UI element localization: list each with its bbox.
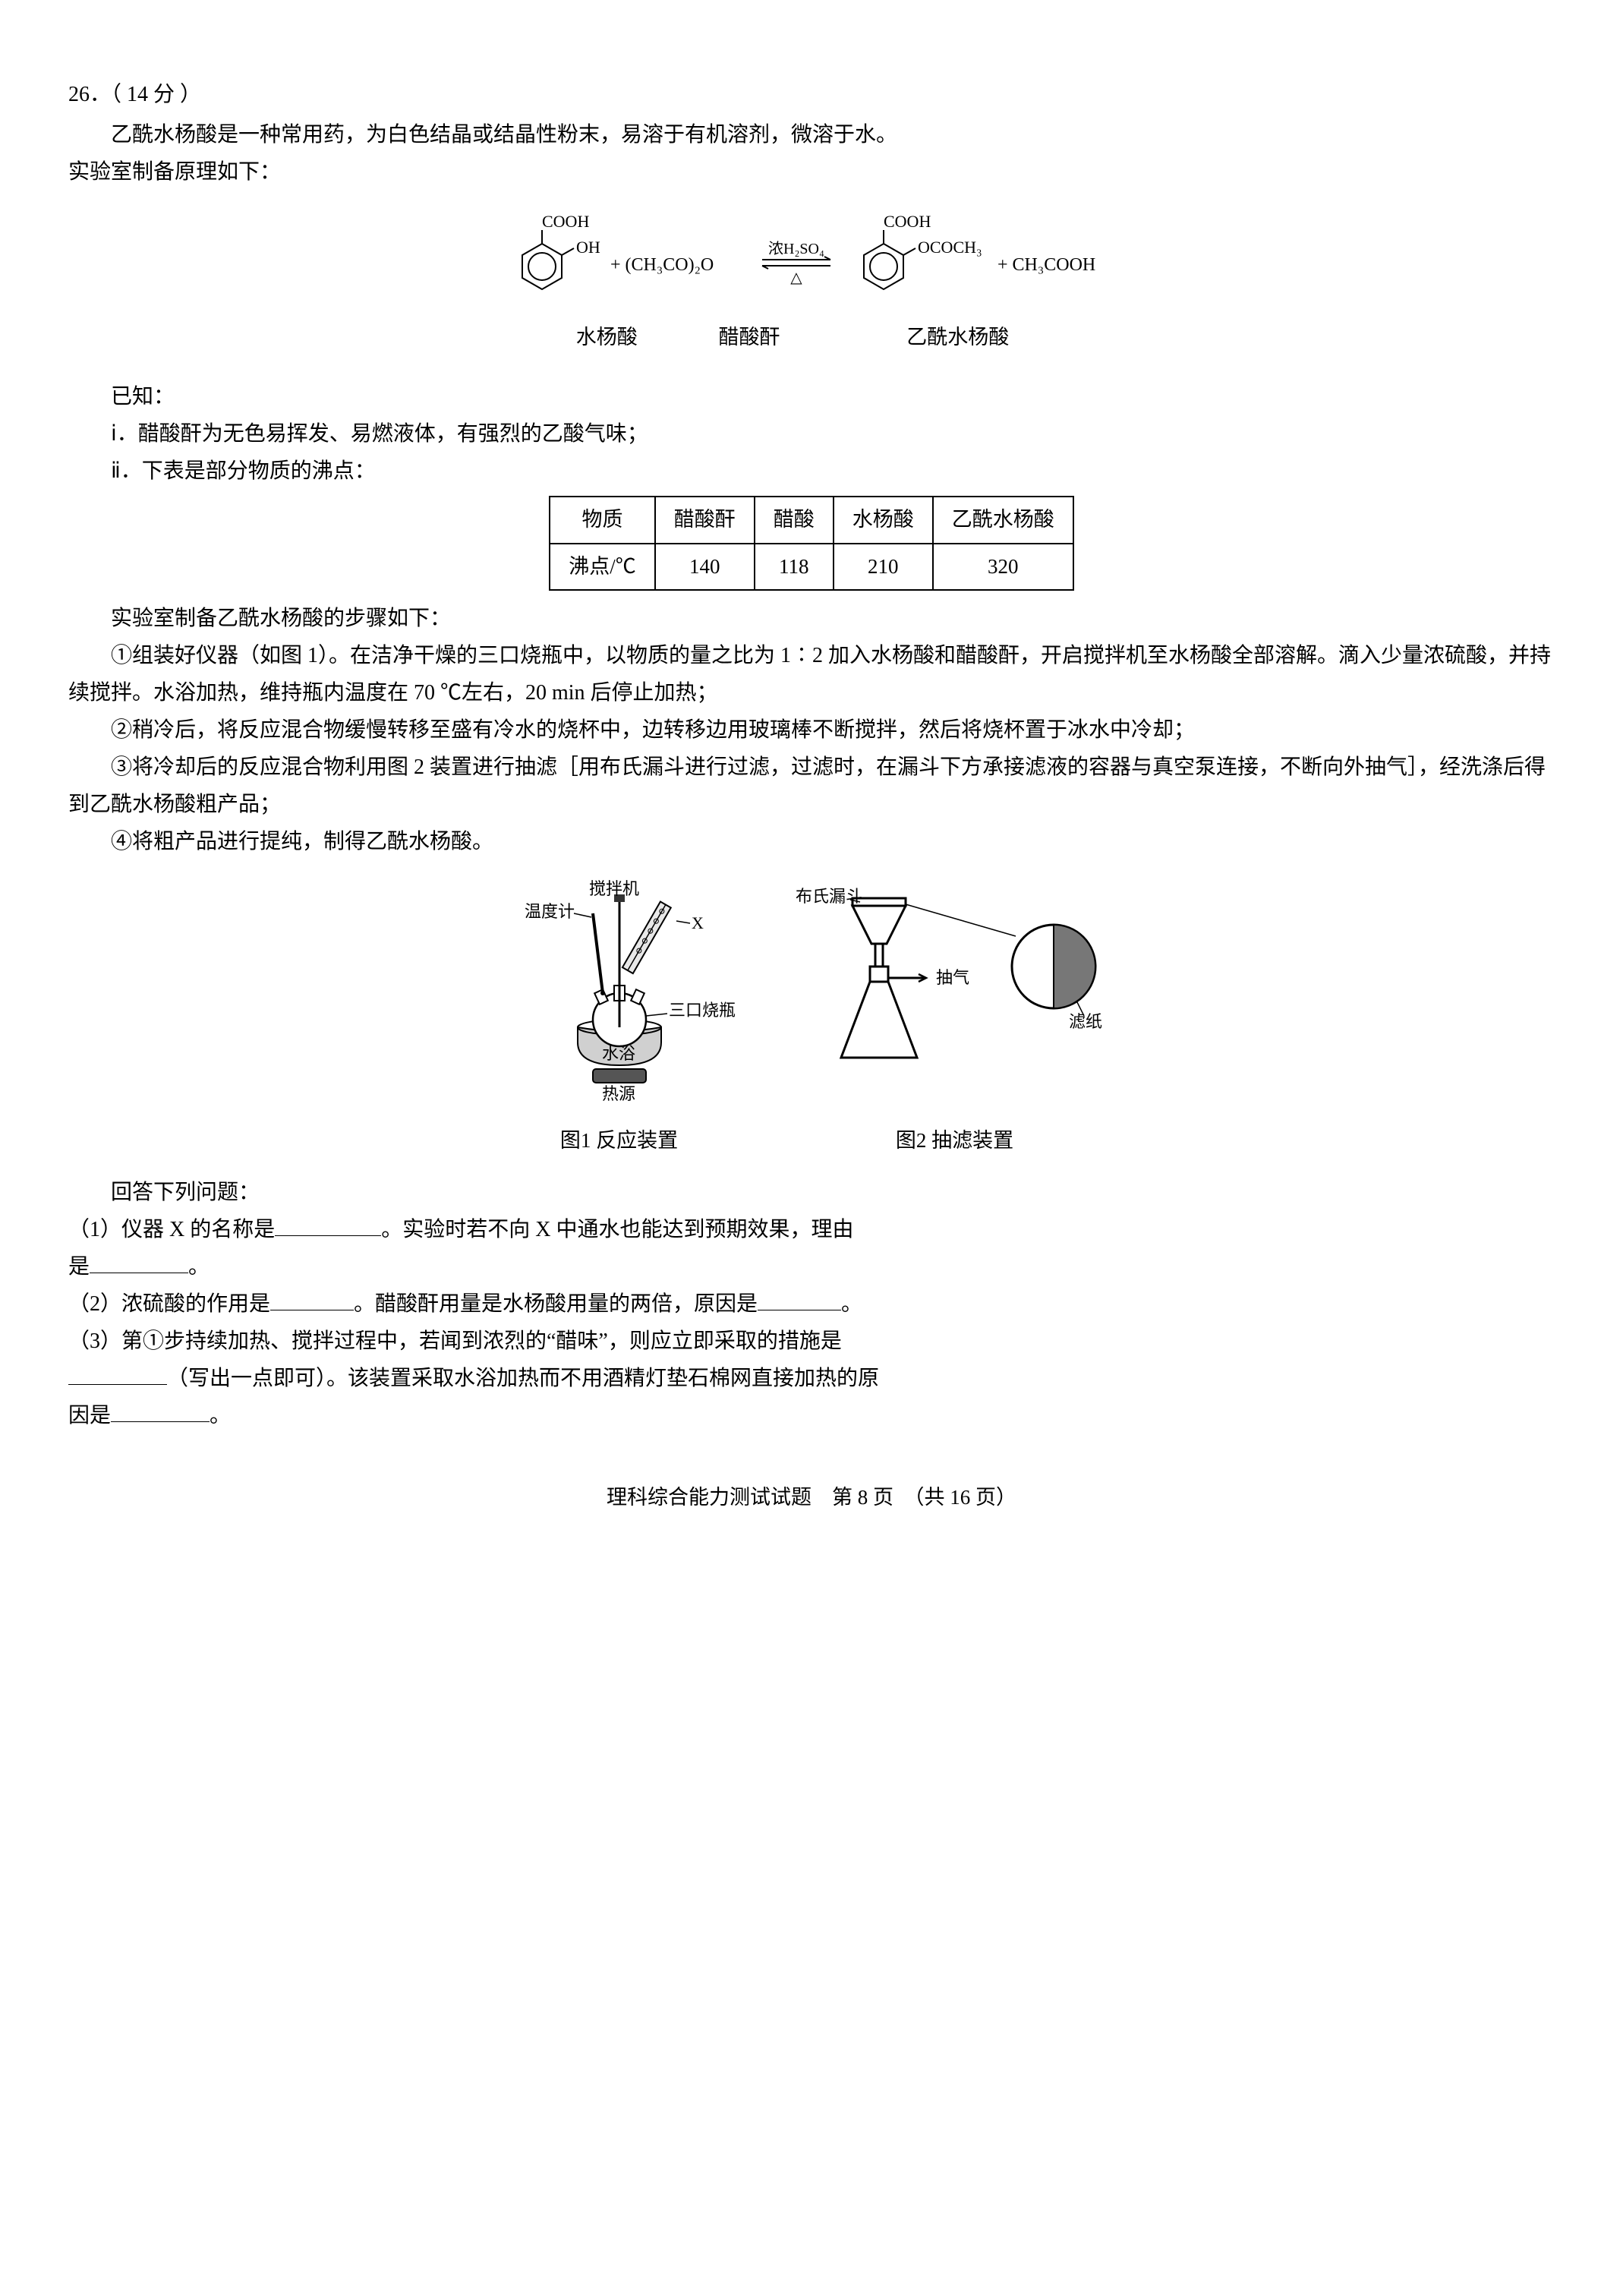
known-item-2: ⅱ．下表是部分物质的沸点：: [68, 453, 1555, 490]
table-cell: 118: [755, 544, 834, 590]
q1-text-a: （1）仪器 X 的名称是: [68, 1218, 275, 1241]
svg-text:△: △: [790, 270, 802, 286]
q1-text-c: 是: [68, 1255, 90, 1279]
table-cell: 320: [933, 544, 1073, 590]
table-header: 物质: [550, 497, 655, 543]
blank-input[interactable]: [758, 1288, 841, 1310]
table-row: 沸点/℃ 140 118 210 320: [550, 544, 1073, 590]
q3-text-d: 。: [210, 1404, 231, 1427]
figure-1-svg: 温度计 搅拌机 X 三口烧瓶 水浴 热源: [502, 875, 737, 1103]
q2-text-a: （2）浓硫酸的作用是: [68, 1292, 270, 1316]
table-cell: 沸点/℃: [550, 544, 655, 590]
q1-text-d: 。: [188, 1255, 210, 1279]
chemical-equation: COOH OH + (CH₃CO)₂O 浓H₂SO₄ △ COOH OCOCH₃…: [68, 191, 1555, 378]
figure-2: 布氏漏斗 抽气 滤纸 图2 抽滤装置: [788, 875, 1122, 1159]
q3-text-b: （写出一点即可）。该装置采取水浴加热而不用酒精灯垫石棉网直接加热的原: [167, 1367, 879, 1390]
svg-text:布氏漏斗: 布氏漏斗: [796, 887, 862, 906]
blank-input[interactable]: [68, 1363, 167, 1385]
equation-svg: COOH OH + (CH₃CO)₂O 浓H₂SO₄ △ COOH OCOCH₃…: [489, 206, 1134, 320]
question-1: （1）仪器 X 的名称是 。实验时若不向 X 中通水也能达到预期效果，理由 是 。: [68, 1211, 1555, 1285]
q2-text-b: 。醋酸酐用量是水杨酸用量的两倍，原因是: [354, 1292, 758, 1316]
intro-line-2: 实验室制备原理如下：: [68, 153, 1555, 191]
q1-text-b: 。实验时若不向 X 中通水也能达到预期效果，理由: [381, 1218, 853, 1241]
eq-right-product: + CH₃COOH: [997, 255, 1095, 275]
answer-intro: 回答下列问题：: [68, 1174, 1555, 1211]
svg-text:浓H₂SO₄: 浓H₂SO₄: [768, 240, 824, 257]
table-header: 醋酸: [755, 497, 834, 543]
table-cell: 210: [834, 544, 933, 590]
svg-text:三口烧瓶: 三口烧瓶: [669, 1001, 736, 1020]
label-anhydride: 醋酸酐: [719, 320, 780, 355]
known-section: 已知： ⅰ．醋酸酐为无色易挥发、易燃液体，有强烈的乙酸气味； ⅱ．下表是部分物质…: [68, 378, 1555, 490]
svg-text:COOH: COOH: [884, 212, 931, 231]
figure-2-caption: 图2 抽滤装置: [788, 1123, 1122, 1159]
boiling-point-table: 物质 醋酸酐 醋酸 水杨酸 乙酰水杨酸 沸点/℃ 140 118 210 320: [549, 496, 1074, 591]
table-header: 乙酰水杨酸: [933, 497, 1073, 543]
svg-text:OH: OH: [576, 238, 600, 257]
svg-text:滤纸: 滤纸: [1069, 1012, 1102, 1031]
figure-2-svg: 布氏漏斗 抽气 滤纸: [788, 875, 1122, 1103]
intro-line-1: 乙酰水杨酸是一种常用药，为白色结晶或结晶性粉末，易溶于有机溶剂，微溶于水。: [68, 116, 1555, 153]
q2-text-c: 。: [841, 1292, 862, 1316]
eq-plus-reagent: + (CH₃CO)₂O: [610, 255, 714, 275]
svg-text:搅拌机: 搅拌机: [589, 879, 639, 898]
known-label: 已知：: [68, 378, 1555, 415]
svg-text:抽气: 抽气: [936, 968, 969, 987]
svg-text:X: X: [692, 913, 704, 932]
svg-text:热源: 热源: [602, 1084, 635, 1103]
figures-row: 温度计 搅拌机 X 三口烧瓶 水浴 热源 图1 反应装置 布氏漏斗: [68, 860, 1555, 1174]
table-cell: 140: [655, 544, 755, 590]
label-aspirin: 乙酰水杨酸: [906, 320, 1009, 355]
question-2: （2）浓硫酸的作用是 。醋酸酐用量是水杨酸用量的两倍，原因是 。: [68, 1285, 1555, 1323]
svg-text:COOH: COOH: [542, 212, 589, 231]
step-1: ①组装好仪器（如图 1）。在洁净干燥的三口烧瓶中，以物质的量之比为 1∶2 加入…: [68, 637, 1555, 711]
steps-intro: 实验室制备乙酰水杨酸的步骤如下：: [68, 600, 1555, 637]
blank-input[interactable]: [275, 1214, 381, 1236]
label-salicylic: 水杨酸: [576, 320, 638, 355]
step-4: ④将粗产品进行提纯，制得乙酰水杨酸。: [68, 823, 1555, 860]
blank-input[interactable]: [111, 1400, 210, 1422]
svg-text:OCOCH₃: OCOCH₃: [918, 238, 982, 257]
page-footer: 理科综合能力测试试题 第 8 页 （共 16 页）: [68, 1480, 1555, 1515]
question-3: （3）第①步持续加热、搅拌过程中，若闻到浓烈的“醋味”，则应立即采取的措施是 （…: [68, 1323, 1555, 1434]
table-row: 物质 醋酸酐 醋酸 水杨酸 乙酰水杨酸: [550, 497, 1073, 543]
intro-paragraph: 乙酰水杨酸是一种常用药，为白色结晶或结晶性粉末，易溶于有机溶剂，微溶于水。 实验…: [68, 116, 1555, 191]
question-number: 26．（ 14 分 ）: [68, 76, 1555, 113]
reagent-labels: 水杨酸 醋酸酐 乙酰水杨酸: [68, 320, 1555, 355]
q3-text-c: 因是: [68, 1404, 111, 1427]
svg-text:温度计: 温度计: [525, 902, 575, 921]
q3-text-a: （3）第①步持续加热、搅拌过程中，若闻到浓烈的“醋味”，则应立即采取的措施是: [68, 1329, 842, 1353]
blank-input[interactable]: [270, 1288, 354, 1310]
table-header: 醋酸酐: [655, 497, 755, 543]
svg-text:水浴: 水浴: [602, 1044, 635, 1063]
figure-1-caption: 图1 反应装置: [502, 1123, 737, 1159]
blank-input[interactable]: [90, 1251, 188, 1273]
known-item-1: ⅰ．醋酸酐为无色易挥发、易燃液体，有强烈的乙酸气味；: [68, 415, 1555, 453]
table-header: 水杨酸: [834, 497, 933, 543]
figure-1: 温度计 搅拌机 X 三口烧瓶 水浴 热源 图1 反应装置: [502, 875, 737, 1159]
step-2: ②稍冷后，将反应混合物缓慢转移至盛有冷水的烧杯中，边转移边用玻璃棒不断搅拌，然后…: [68, 711, 1555, 749]
step-3: ③将冷却后的反应混合物利用图 2 装置进行抽滤［用布氏漏斗进行过滤，过滤时，在漏…: [68, 749, 1555, 823]
